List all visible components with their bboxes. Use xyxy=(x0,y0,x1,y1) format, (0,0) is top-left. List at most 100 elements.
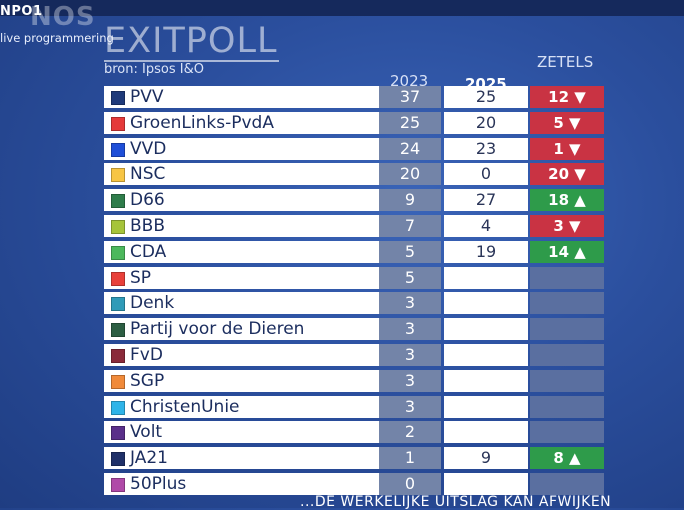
seat-change-badge xyxy=(530,396,604,418)
column-header-2023: 2023 xyxy=(390,72,429,90)
party-cell: PVV xyxy=(104,86,379,108)
party-cell: ChristenUnie xyxy=(104,396,379,418)
table-row: FvD 3 xyxy=(104,344,604,366)
seats-2023: 25 xyxy=(379,112,441,134)
seats-2023: 3 xyxy=(379,396,441,418)
seat-change-value: 1 xyxy=(553,140,564,158)
seats-2023: 5 xyxy=(379,241,441,263)
party-name: Partij voor de Dieren xyxy=(130,319,305,339)
party-cell: GroenLinks-PvdA xyxy=(104,112,379,134)
seats-2023: 0 xyxy=(379,473,441,495)
party-name: SGP xyxy=(130,371,165,391)
party-cell: Volt xyxy=(104,421,379,443)
seat-change-badge xyxy=(530,344,604,366)
party-color-swatch xyxy=(111,194,125,208)
arrow-down-icon: ▼ xyxy=(563,114,581,132)
party-cell: SGP xyxy=(104,370,379,392)
party-name: JA21 xyxy=(130,448,168,468)
seat-change-badge: 12 ▼ xyxy=(530,86,604,108)
party-cell: Denk xyxy=(104,292,379,314)
seats-2023: 3 xyxy=(379,370,441,392)
arrow-up-icon: ▲ xyxy=(569,243,586,261)
party-color-swatch xyxy=(111,401,125,415)
seats-2025: 0 xyxy=(444,163,528,185)
party-color-swatch xyxy=(111,323,125,337)
party-name: VVD xyxy=(130,139,167,159)
top-band xyxy=(0,0,684,16)
seat-change-value: 5 xyxy=(553,114,564,132)
seats-2023: 2 xyxy=(379,421,441,443)
party-color-swatch xyxy=(111,272,125,286)
party-name: 50Plus xyxy=(130,474,187,494)
seat-change-badge: 14 ▲ xyxy=(530,241,604,263)
seats-2023: 24 xyxy=(379,138,441,160)
party-name: BBB xyxy=(130,216,165,236)
party-name: SP xyxy=(130,268,152,288)
seats-2025: 9 xyxy=(444,447,528,469)
party-name: GroenLinks-PvdA xyxy=(130,113,274,133)
seats-2025 xyxy=(444,318,528,340)
arrow-down-icon: ▼ xyxy=(569,165,586,183)
party-cell: Partij voor de Dieren xyxy=(104,318,379,340)
table-row: Partij voor de Dieren 3 xyxy=(104,318,604,340)
arrow-up-icon: ▲ xyxy=(569,191,586,209)
table-row: SGP 3 xyxy=(104,370,604,392)
seats-2025 xyxy=(444,292,528,314)
party-cell: 50Plus xyxy=(104,473,379,495)
seats-2023: 20 xyxy=(379,163,441,185)
party-color-swatch xyxy=(111,478,125,492)
column-header-seats: ZETELS xyxy=(537,53,594,71)
party-color-swatch xyxy=(111,375,125,389)
seat-change-value: 18 xyxy=(548,191,570,209)
seats-2025 xyxy=(444,370,528,392)
seat-change-badge xyxy=(530,267,604,289)
party-color-swatch xyxy=(111,168,125,182)
table-row: NSC 20 0 20 ▼ xyxy=(104,163,604,185)
party-cell: BBB xyxy=(104,215,379,237)
seat-change-badge xyxy=(530,318,604,340)
table-row: ChristenUnie 3 xyxy=(104,396,604,418)
table-row: Volt 2 xyxy=(104,421,604,443)
party-cell: VVD xyxy=(104,138,379,160)
seat-change-value: 14 xyxy=(548,243,570,261)
arrow-down-icon: ▼ xyxy=(569,88,586,106)
party-cell: SP xyxy=(104,267,379,289)
party-color-swatch xyxy=(111,220,125,234)
seats-2023: 3 xyxy=(379,292,441,314)
table-row: BBB 7 4 3 ▼ xyxy=(104,215,604,237)
seats-2025 xyxy=(444,473,528,495)
table-row: SP 5 xyxy=(104,267,604,289)
party-color-swatch xyxy=(111,143,125,157)
party-name: CDA xyxy=(130,242,167,262)
arrow-down-icon: ▼ xyxy=(563,217,581,235)
seats-2023: 37 xyxy=(379,86,441,108)
table-row: 50Plus 0 xyxy=(104,473,604,495)
nos-logo: NOS xyxy=(30,2,96,32)
party-color-swatch xyxy=(111,426,125,440)
seats-2025: 27 xyxy=(444,189,528,211)
seat-change-badge: 8 ▲ xyxy=(530,447,604,469)
party-name: NSC xyxy=(130,164,166,184)
party-color-swatch xyxy=(111,91,125,105)
party-cell: NSC xyxy=(104,163,379,185)
party-color-swatch xyxy=(111,117,125,131)
seat-change-value: 3 xyxy=(553,217,564,235)
party-name: PVV xyxy=(130,87,164,107)
party-name: Volt xyxy=(130,422,163,442)
seats-2023: 7 xyxy=(379,215,441,237)
seats-2023: 3 xyxy=(379,318,441,340)
seats-2025: 19 xyxy=(444,241,528,263)
party-cell: FvD xyxy=(104,344,379,366)
source-label: bron: Ipsos I&O xyxy=(104,62,204,77)
seat-change-badge: 1 ▼ xyxy=(530,138,604,160)
seat-change-badge xyxy=(530,421,604,443)
party-cell: CDA xyxy=(104,241,379,263)
seat-change-badge: 5 ▼ xyxy=(530,112,604,134)
table-row: VVD 24 23 1 ▼ xyxy=(104,138,604,160)
seats-2025: 25 xyxy=(444,86,528,108)
seats-2023: 9 xyxy=(379,189,441,211)
party-cell: D66 xyxy=(104,189,379,211)
seats-2025 xyxy=(444,344,528,366)
seat-change-badge: 20 ▼ xyxy=(530,163,604,185)
party-name: ChristenUnie xyxy=(130,397,240,417)
